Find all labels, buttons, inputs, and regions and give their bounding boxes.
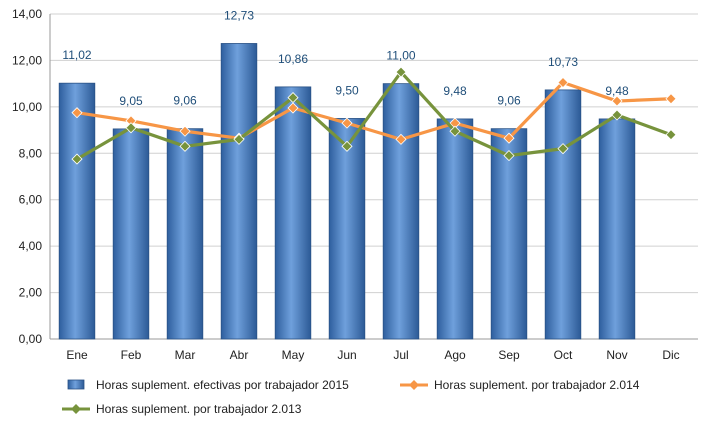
series-marker — [503, 150, 515, 162]
x-tick-label: Dic — [662, 348, 679, 362]
axes: 0,00 2,00 4,00 6,00 8,00 10,00 12,00 14,00 Ene Fe… — [12, 7, 698, 362]
y-tick-label: 10,00 — [12, 100, 42, 114]
y-tick-label: 6,00 — [19, 193, 43, 207]
series-marker — [71, 153, 83, 165]
bar — [58, 82, 96, 340]
series-marker — [665, 93, 677, 105]
bar — [112, 128, 150, 340]
y-tick-label: 12,00 — [12, 53, 42, 67]
series-marker — [395, 66, 407, 78]
x-tick-label: Mar — [175, 348, 196, 362]
bar — [544, 89, 582, 340]
bar — [598, 118, 636, 340]
legend-label: Horas suplement. efectivas por trabajado… — [96, 378, 349, 392]
series-marker — [71, 107, 83, 119]
data-labels: 11,02 9,05 9,06 12,73 10,86 9,50 11,00 9,48 9,06… — [62, 8, 629, 107]
bar-value-label: 12,73 — [224, 8, 254, 22]
x-tick-label: Ene — [66, 348, 88, 362]
y-tick-label: 0,00 — [19, 332, 43, 346]
bar — [436, 118, 474, 340]
x-tick-label: Feb — [121, 348, 142, 362]
y-tick-label: 2,00 — [19, 286, 43, 300]
x-tick-label: May — [282, 348, 305, 362]
bar-series — [58, 43, 636, 340]
series-marker — [287, 92, 299, 104]
series-marker — [503, 132, 515, 144]
bar-value-label: 10,73 — [548, 55, 578, 69]
bar-value-label: 11,02 — [62, 48, 91, 62]
series-marker — [287, 102, 299, 114]
bar — [490, 128, 528, 340]
y-tick-label: 14,00 — [12, 7, 42, 21]
bar-value-label: 9,05 — [119, 94, 143, 108]
bar-value-label: 9,48 — [605, 84, 629, 98]
legend-label: Horas suplement. por trabajador 2.013 — [96, 402, 302, 416]
bar-value-label: 9,06 — [497, 94, 521, 108]
bar — [220, 43, 258, 340]
series-marker — [341, 117, 353, 129]
series-marker — [179, 140, 191, 152]
x-tick-label: Jun — [337, 348, 356, 362]
legend-swatch — [67, 379, 85, 390]
bar-value-label: 9,50 — [335, 83, 359, 97]
legend-marker — [409, 380, 419, 390]
bar — [274, 86, 312, 340]
line-series — [71, 66, 677, 165]
series-marker — [179, 125, 191, 137]
x-tick-label: Sep — [498, 348, 520, 362]
series-marker — [665, 129, 677, 141]
bar-value-label: 10,86 — [278, 52, 308, 66]
series-line — [76, 80, 672, 141]
y-tick-label: 4,00 — [19, 239, 43, 253]
x-tick-label: Abr — [230, 348, 249, 362]
series-marker — [233, 133, 245, 145]
series-line — [76, 70, 672, 161]
legend-item: Horas suplement. efectivas por trabajado… — [67, 378, 349, 392]
series-marker — [557, 76, 569, 89]
bar-value-label: 9,06 — [173, 94, 197, 108]
series-marker — [395, 133, 407, 145]
series-marker — [449, 125, 461, 137]
series-marker — [611, 95, 623, 107]
series-marker — [341, 140, 353, 152]
series-marker — [125, 122, 137, 134]
legend-item: Horas suplement. por trabajador 2.014 — [400, 378, 640, 392]
series-marker — [557, 143, 569, 155]
x-tick-label: Jul — [393, 348, 408, 362]
bar — [328, 118, 366, 340]
legend-item: Horas suplement. por trabajador 2.013 — [62, 402, 302, 416]
bar-value-label: 11,00 — [386, 49, 415, 63]
legend-marker — [71, 404, 81, 414]
x-tick-label: Oct — [554, 348, 573, 362]
legend-label: Horas suplement. por trabajador 2.014 — [434, 378, 640, 392]
x-tick-label: Nov — [606, 348, 627, 362]
bar — [166, 128, 204, 340]
y-tick-label: 8,00 — [19, 146, 43, 160]
legend: Horas suplement. efectivas por trabajado… — [62, 378, 640, 416]
bar — [382, 83, 420, 340]
x-tick-label: Ago — [444, 348, 466, 362]
bar-value-label: 9,48 — [443, 84, 467, 98]
series-marker — [611, 109, 623, 121]
